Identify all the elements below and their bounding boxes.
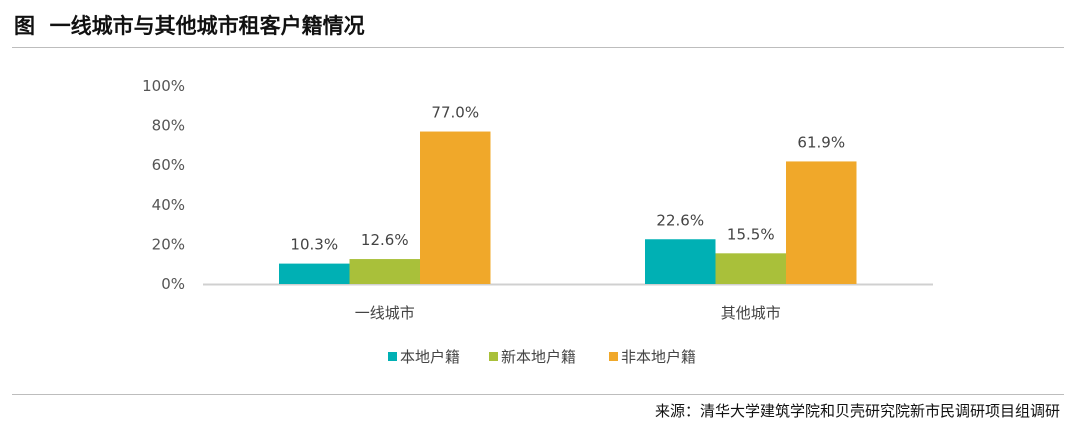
bar	[420, 131, 491, 284]
legend-label: 本地户籍	[400, 348, 460, 366]
bar	[715, 253, 786, 284]
data-label: 22.6%	[656, 211, 704, 229]
bar	[279, 263, 350, 284]
source-divider	[12, 394, 1064, 395]
y-tick-label: 0%	[161, 275, 185, 293]
legend-label: 非本地户籍	[621, 348, 696, 366]
y-tick-label: 20%	[152, 235, 185, 253]
bar	[349, 259, 420, 284]
y-tick-label: 80%	[152, 117, 185, 135]
data-label: 15.5%	[727, 225, 775, 243]
legend-swatch	[489, 352, 498, 361]
source-note: 来源：清华大学建筑学院和贝壳研究院新市民调研项目组调研	[654, 402, 1060, 420]
chart-title: 图 一线城市与其他城市租客户籍情况	[14, 13, 365, 38]
y-tick-label: 40%	[152, 196, 185, 214]
title-divider	[12, 47, 1064, 48]
bar	[645, 239, 716, 284]
data-label: 12.6%	[361, 231, 409, 249]
data-label: 10.3%	[290, 236, 338, 254]
category-label: 一线城市	[355, 304, 415, 322]
legend-swatch	[388, 352, 397, 361]
data-label: 77.0%	[431, 104, 479, 122]
y-tick-label: 60%	[152, 156, 185, 174]
legend-swatch	[609, 352, 618, 361]
bar	[786, 161, 857, 284]
y-tick-label: 100%	[142, 77, 185, 95]
category-label: 其他城市	[721, 304, 781, 322]
data-label: 61.9%	[797, 133, 845, 151]
legend-label: 新本地户籍	[501, 348, 576, 366]
